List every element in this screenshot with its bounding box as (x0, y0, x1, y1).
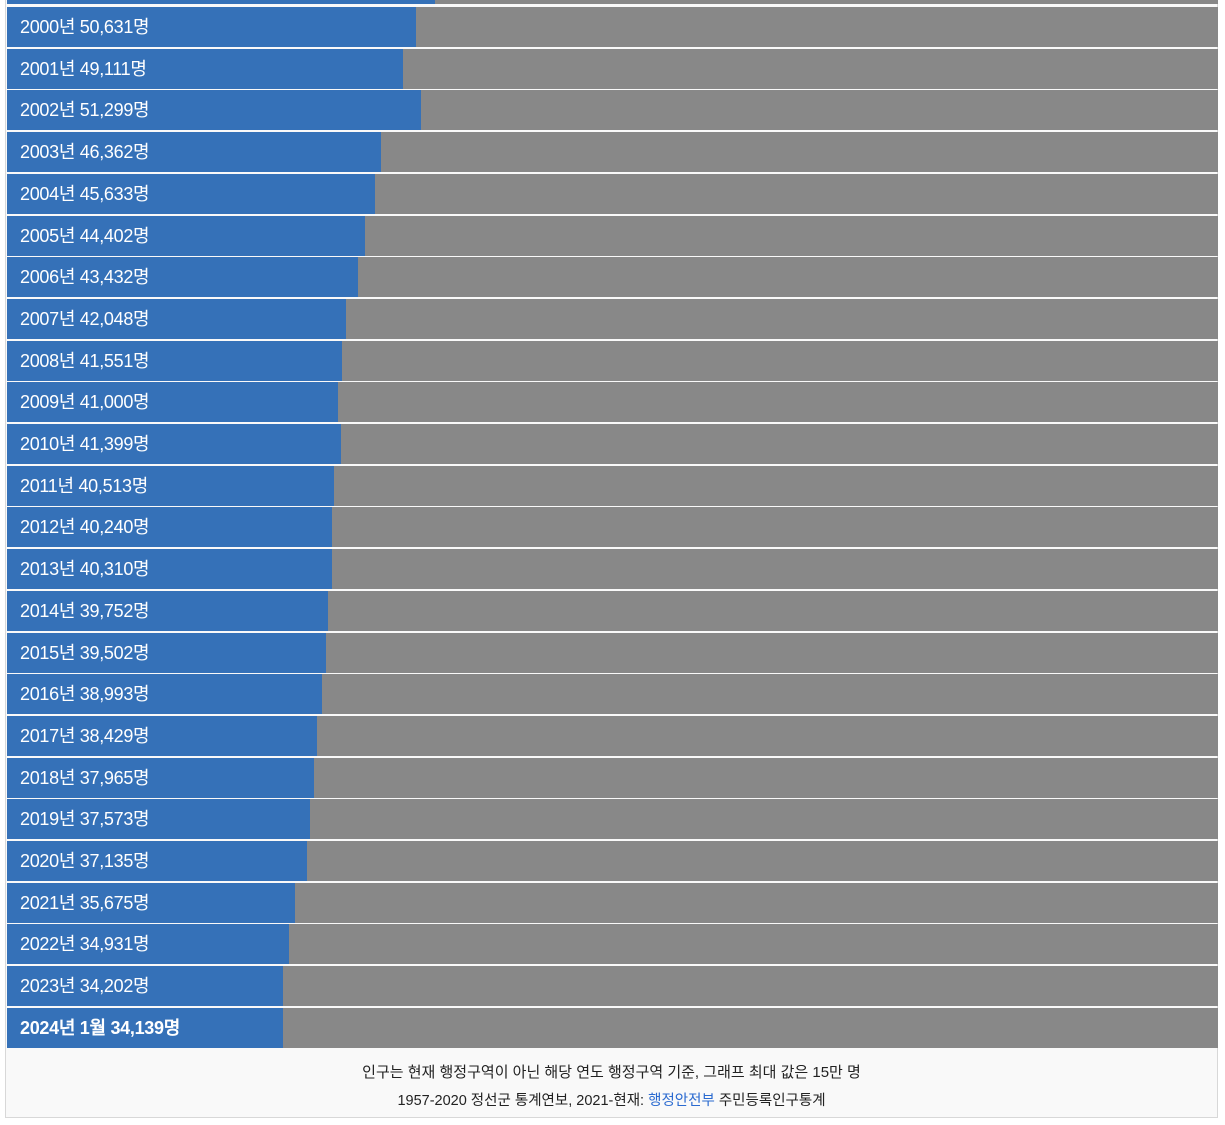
bar-row: 2022년 34,931명 (7, 924, 1218, 964)
caption-note: 인구는 현재 행정구역이 아닌 해당 연도 행정구역 기준, 그래프 최대 값은… (362, 1064, 861, 1081)
bar-label: 2017년 38,429명 (20, 726, 150, 746)
bar-fill (7, 299, 346, 339)
source-link[interactable]: 행정안전부 (648, 1093, 715, 1109)
caption-source: 1957-2020 정선군 통계연보, 2021-현재: 행정안전부 주민등록인… (6, 1089, 1217, 1110)
bar-label: 2009년 41,000명 (20, 392, 150, 412)
bar-fill (7, 90, 421, 130)
bar-label: 2019년 37,573명 (20, 809, 150, 829)
bar-label: 2000년 50,631명 (20, 17, 150, 37)
bar-fill (7, 549, 332, 589)
bar-label: 2003년 46,362명 (20, 142, 150, 162)
bar-row: 2007년 42,048명 (7, 299, 1218, 339)
bar-fill (7, 466, 334, 506)
bar-fill (7, 716, 317, 756)
bar-fill (7, 382, 338, 422)
bar-label: 2016년 38,993명 (20, 684, 150, 704)
bar-fill (7, 1008, 283, 1048)
caption-source-prefix: 1957-2020 정선군 통계연보, 2021-현재: (397, 1093, 649, 1109)
bar-row: 2023년 34,202명 (7, 966, 1218, 1006)
bar-row: 2001년 49,111명 (7, 49, 1218, 89)
bar-fill (7, 132, 381, 172)
bar-label: 2012년 40,240명 (20, 517, 150, 537)
bar-label: 2024년 1월 34,139명 (20, 1018, 180, 1038)
bar-fill (7, 924, 289, 964)
bar-list: 2000년 50,631명 2001년 49,111명 2002년 51,299명 2… (7, 0, 1218, 1048)
bar-label: 2014년 39,752명 (20, 601, 150, 621)
bar-label: 2015년 39,502명 (20, 643, 150, 663)
bar-fill (7, 216, 365, 256)
bar-row: 2015년 39,502명 (7, 633, 1218, 673)
bar-fill (7, 341, 342, 381)
bar-label: 2022년 34,931명 (20, 934, 150, 954)
bar-fill (7, 799, 310, 839)
bar-label: 2020년 37,135명 (20, 851, 150, 871)
bar-fill (7, 507, 332, 547)
bar-label: 2011년 40,513명 (20, 476, 148, 496)
bar-fill (7, 591, 328, 631)
bar-row: 2010년 41,399명 (7, 424, 1218, 464)
bar-label: 2007년 42,048명 (20, 309, 150, 329)
population-chart: 2000년 50,631명 2001년 49,111명 2002년 51,299명 2… (5, 0, 1218, 1118)
bar-label: 2006년 43,432명 (20, 267, 150, 287)
bar-row: 2019년 37,573명 (7, 799, 1218, 839)
bar-row: 2012년 40,240명 (7, 507, 1218, 547)
bar-fill (7, 883, 295, 923)
bar-row: 2004년 45,633명 (7, 174, 1218, 214)
bar-fill (7, 49, 403, 89)
bar-fill (7, 257, 358, 297)
bar-fill (7, 966, 283, 1006)
bar-label: 2023년 34,202명 (20, 976, 150, 996)
bar-fill (7, 424, 341, 464)
bar-row: 2009년 41,000명 (7, 382, 1218, 422)
bar-row: 2024년 1월 34,139명 (7, 1008, 1218, 1048)
bar-fill (7, 674, 322, 714)
bar-row-partial (7, 0, 1218, 4)
bar-row: 2003년 46,362명 (7, 132, 1218, 172)
bar-fill (7, 758, 314, 798)
bar-row: 2020년 37,135명 (7, 841, 1218, 881)
bar-row: 2005년 44,402명 (7, 216, 1218, 256)
bar-label: 2001년 49,111명 (20, 59, 147, 79)
bar-label: 2013년 40,310명 (20, 559, 150, 579)
caption-source-suffix: 주민등록인구통계 (714, 1093, 826, 1109)
bar-row: 2008년 41,551명 (7, 341, 1218, 381)
bar-fill (7, 633, 326, 673)
bar-fill (7, 0, 435, 4)
bar-row: 2011년 40,513명 (7, 466, 1218, 506)
bar-fill (7, 841, 307, 881)
bar-row: 2002년 51,299명 (7, 90, 1218, 130)
bar-row: 2018년 37,965명 (7, 758, 1218, 798)
bar-label: 2018년 37,965명 (20, 768, 150, 788)
bar-fill (7, 174, 375, 214)
bar-row: 2017년 38,429명 (7, 716, 1218, 756)
bar-row: 2000년 50,631명 (7, 7, 1218, 47)
bar-row: 2014년 39,752명 (7, 591, 1218, 631)
bar-label: 2004년 45,633명 (20, 184, 150, 204)
bar-row: 2016년 38,993명 (7, 674, 1218, 714)
bar-row: 2013년 40,310명 (7, 549, 1218, 589)
bar-row: 2006년 43,432명 (7, 257, 1218, 297)
bar-label: 2002년 51,299명 (20, 100, 150, 120)
bar-label: 2010년 41,399명 (20, 434, 150, 454)
bar-row: 2021년 35,675명 (7, 883, 1218, 923)
bar-fill (7, 7, 416, 47)
bar-label: 2008년 41,551명 (20, 351, 150, 371)
bar-label: 2005년 44,402명 (20, 226, 150, 246)
bar-label: 2021년 35,675명 (20, 893, 150, 913)
